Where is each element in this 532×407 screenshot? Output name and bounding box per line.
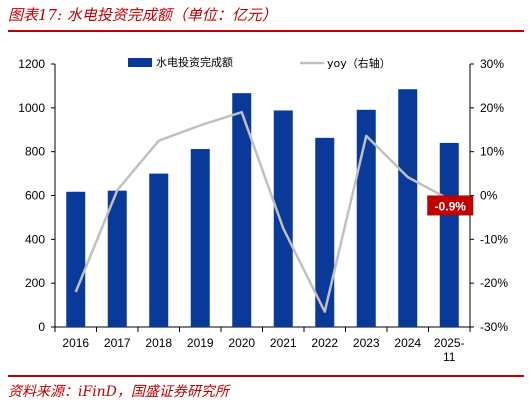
x-tick-label: 2023 <box>353 336 380 350</box>
x-tick-label: 2021 <box>270 336 297 350</box>
x-tick-label: 2022 <box>311 336 338 350</box>
bar-2020 <box>232 93 252 327</box>
bar-2019 <box>190 149 210 327</box>
bar-2018 <box>149 173 169 327</box>
x-tick-label: 2017 <box>104 336 131 350</box>
figure-title: 图表17: 水电投资完成额（单位：亿元） <box>8 6 277 24</box>
left-tick-label: 400 <box>25 232 45 246</box>
x-tick-label: 2025- <box>434 336 465 350</box>
right-tick-label: 30% <box>480 57 504 71</box>
x-tick-label: 2020 <box>228 336 255 350</box>
right-tick-label: -30% <box>480 320 508 334</box>
right-tick-label: 0% <box>480 189 498 203</box>
bar-2023 <box>356 109 376 327</box>
right-tick-label: 20% <box>480 101 504 115</box>
left-tick-label: 0 <box>38 320 45 334</box>
bar-2024 <box>398 89 418 328</box>
x-tick-label: 2024 <box>394 336 421 350</box>
right-tick-label: 10% <box>480 145 504 159</box>
bottom-rule <box>8 375 524 377</box>
callout-box <box>427 195 474 216</box>
x-tick-label: 2019 <box>187 336 214 350</box>
left-tick-label: 1200 <box>18 57 45 71</box>
bar-2016 <box>66 191 86 327</box>
top-rule <box>8 30 524 32</box>
bar-2017 <box>107 190 127 327</box>
x-tick-label: 11 <box>443 350 456 364</box>
right-tick-label: -10% <box>480 232 508 246</box>
source-note: 资料来源：iFinD，国盛证券研究所 <box>8 384 229 400</box>
left-tick-label: 600 <box>25 189 45 203</box>
x-tick-label: 2016 <box>62 336 89 350</box>
bar-2025-11 <box>439 142 459 327</box>
right-tick-label: -20% <box>480 276 508 290</box>
callout-label: -0.9% <box>435 199 467 213</box>
bar-2022 <box>315 137 335 327</box>
legend-label-line: yoy（右轴） <box>327 56 391 70</box>
legend-label-bar: 水电投资完成额 <box>156 55 233 69</box>
left-tick-label: 1000 <box>18 101 45 115</box>
x-tick-label: 2018 <box>145 336 172 350</box>
left-tick-label: 800 <box>25 145 45 159</box>
legend-swatch-bar <box>128 58 152 67</box>
bar-2021 <box>273 110 293 327</box>
yoy-line <box>74 110 450 313</box>
left-tick-label: 200 <box>25 276 45 290</box>
